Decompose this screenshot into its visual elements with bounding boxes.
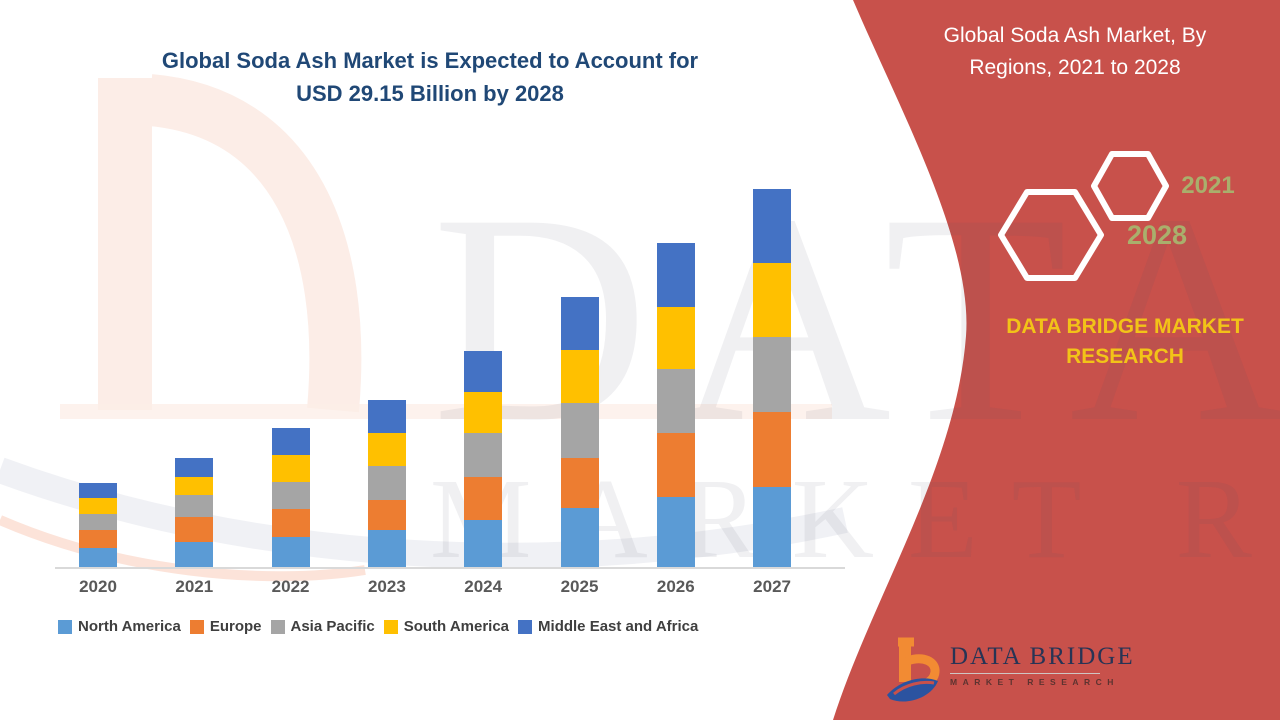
bar-segment (656, 497, 695, 567)
bar-segment (656, 243, 695, 307)
chart-headline-line1: Global Soda Ash Market is Expected to Ac… (161, 48, 699, 73)
bar-segment (464, 433, 503, 477)
stacked-bar-2023 (367, 400, 406, 567)
x-axis-label: 2020 (79, 577, 117, 596)
legend-item: Asia Pacific (270, 618, 375, 635)
legend-label: North America (78, 618, 181, 635)
logo-tagline: MARKET RESEARCH (950, 677, 1119, 687)
legend-label: Middle East and Africa (538, 618, 699, 635)
legend-item: Middle East and Africa (518, 618, 698, 635)
hexagon-badge-2028: 2028 (998, 187, 1187, 288)
chart-headline-line2: USD 29.15 Billion by 2028 (296, 81, 564, 106)
bar-segment (560, 297, 599, 350)
chart-headline: Global Soda Ash Market is Expected to Ac… (80, 44, 780, 110)
stacked-bar-2021 (175, 458, 214, 567)
bar-segment (271, 509, 310, 537)
bar-segment (175, 517, 214, 542)
bar-segment (79, 483, 117, 498)
hexagon-outline-icon (1091, 151, 1169, 221)
legend-swatch-icon (189, 619, 204, 634)
legend-label: Asia Pacific (290, 618, 375, 635)
bar-segment (271, 455, 310, 482)
chart-legend: North America Europe Asia Pacific South Ame… (58, 618, 698, 635)
bar-segment (656, 307, 695, 369)
bar-segment (175, 477, 214, 495)
bar-segment (271, 537, 310, 567)
stacked-bar-2020 (79, 483, 117, 567)
x-axis-label: 2027 (753, 577, 791, 596)
company-logo: DATA BRIDGE MARKET RESEARCH (884, 636, 1135, 704)
stacked-bar-2026 (656, 243, 695, 567)
bar-segment (79, 514, 117, 530)
legend-item: South America (383, 618, 510, 635)
logo-divider (950, 673, 1100, 674)
stacked-bar-2024 (464, 351, 503, 567)
hexagon-year-2021: 2021 (1181, 172, 1235, 199)
bar-segment (175, 542, 214, 567)
bar-segment (271, 482, 310, 509)
bar-chart (55, 170, 845, 569)
bar-segment (367, 433, 406, 466)
x-axis-label: 2023 (367, 577, 406, 596)
bar-segment (560, 350, 599, 403)
legend-swatch-icon (518, 619, 533, 634)
logo-name: DATA BRIDGE (950, 643, 1135, 670)
bar-segment (175, 458, 214, 477)
legend-item: Europe (189, 618, 262, 635)
x-axis-label: 2022 (271, 577, 310, 596)
bar-segment (753, 487, 792, 567)
bar-segment (79, 530, 117, 548)
x-axis-labels: 2020 2021 2022 2023 2024 2025 2026 2027 (55, 577, 845, 601)
logo-text-block: DATA BRIDGE MARKET RESEARCH (950, 636, 1135, 687)
hexagon-badge-2021: 2021 (1091, 150, 1235, 227)
legend-item: North America (58, 618, 181, 635)
bar-segment (560, 458, 599, 508)
bar-segment (560, 508, 599, 567)
bar-segment (464, 520, 503, 567)
brand-name-text: DATA BRIDGE MARKET RESEARCH (1006, 315, 1244, 369)
side-panel-title: Global Soda Ash Market, By Regions, 2021… (943, 24, 1207, 79)
bar-segment (753, 263, 792, 337)
bar-segment (367, 500, 406, 530)
bar-segment (560, 403, 599, 458)
x-axis-label: 2021 (175, 577, 214, 596)
x-axis-label: 2025 (560, 577, 599, 596)
bar-segment (79, 548, 117, 567)
stacked-bar-2027 (753, 189, 792, 567)
bar-segment (271, 428, 310, 455)
bar-segment (464, 351, 503, 392)
legend-label: Europe (209, 618, 262, 635)
hexagon-year-2028: 2028 (1126, 220, 1188, 250)
bar-segment (367, 466, 406, 500)
bar-segment (753, 189, 792, 263)
x-axis-label: 2024 (464, 577, 503, 596)
bar-segment (79, 498, 117, 514)
legend-swatch-icon (383, 619, 398, 634)
legend-label: South America (403, 618, 510, 635)
bar-segment (464, 477, 503, 520)
stacked-bar-2022 (271, 428, 310, 567)
legend-swatch-icon (58, 619, 72, 634)
x-axis-label: 2026 (656, 577, 695, 596)
bar-segment (753, 412, 792, 487)
bar-segment (464, 392, 503, 433)
legend-swatch-icon (270, 619, 285, 634)
hexagon-outline-icon (998, 189, 1104, 281)
data-bridge-logo-icon (887, 637, 940, 702)
bar-segment (367, 400, 406, 433)
bar-segment (753, 337, 792, 412)
bar-segment (367, 530, 406, 567)
bar-segment (656, 433, 695, 497)
bar-segment (656, 369, 695, 433)
stacked-bar-2025 (560, 297, 599, 567)
bar-segment (175, 495, 214, 517)
